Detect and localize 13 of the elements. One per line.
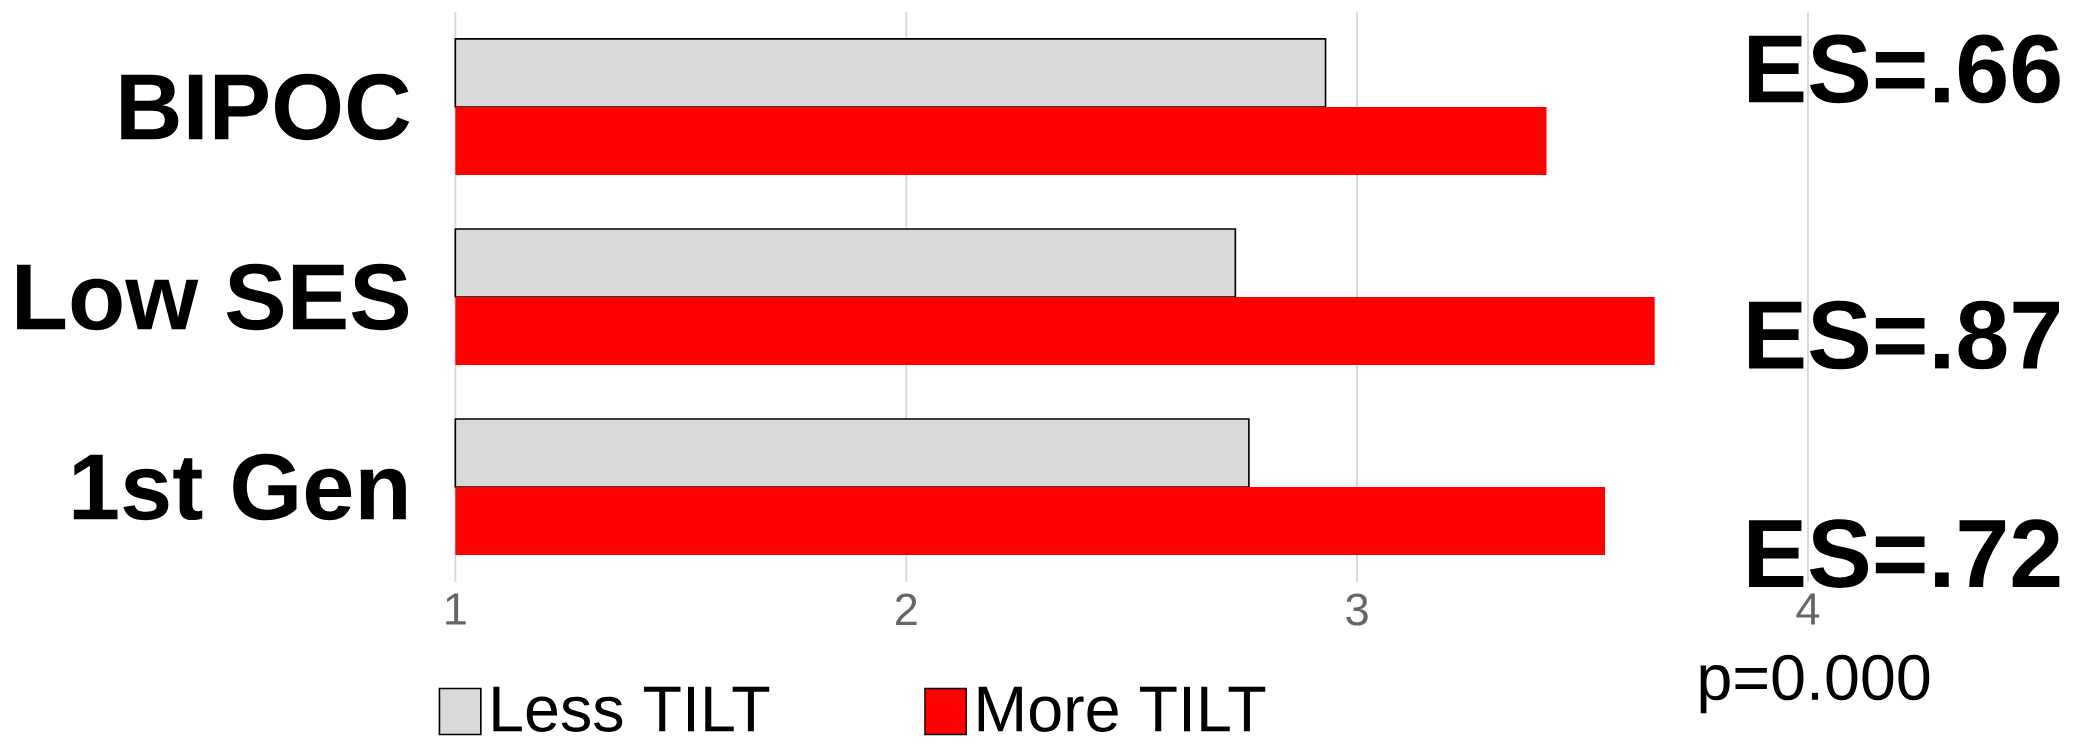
y-tick-label: BIPOC (121, 73, 410, 141)
text: p=0.000 (1700, 654, 1930, 714)
y-tick-label: 1st Gen (73, 453, 406, 521)
legend-label: More TILT (978, 686, 1266, 732)
x-tick-label: 1 (446, 593, 466, 625)
y-tick-label: Low SES (17, 263, 409, 331)
legend-label: Less TILT (493, 686, 770, 732)
x-tick-label: 4 (1796, 593, 1820, 625)
annotation: ES=.66 (1748, 34, 2060, 104)
annotation: ES=.72 (1748, 519, 2060, 588)
x-tick-label: 2 (895, 593, 917, 626)
x-tick-label: 3 (1346, 593, 1368, 626)
annotation: ES=.87 (1748, 300, 2059, 370)
